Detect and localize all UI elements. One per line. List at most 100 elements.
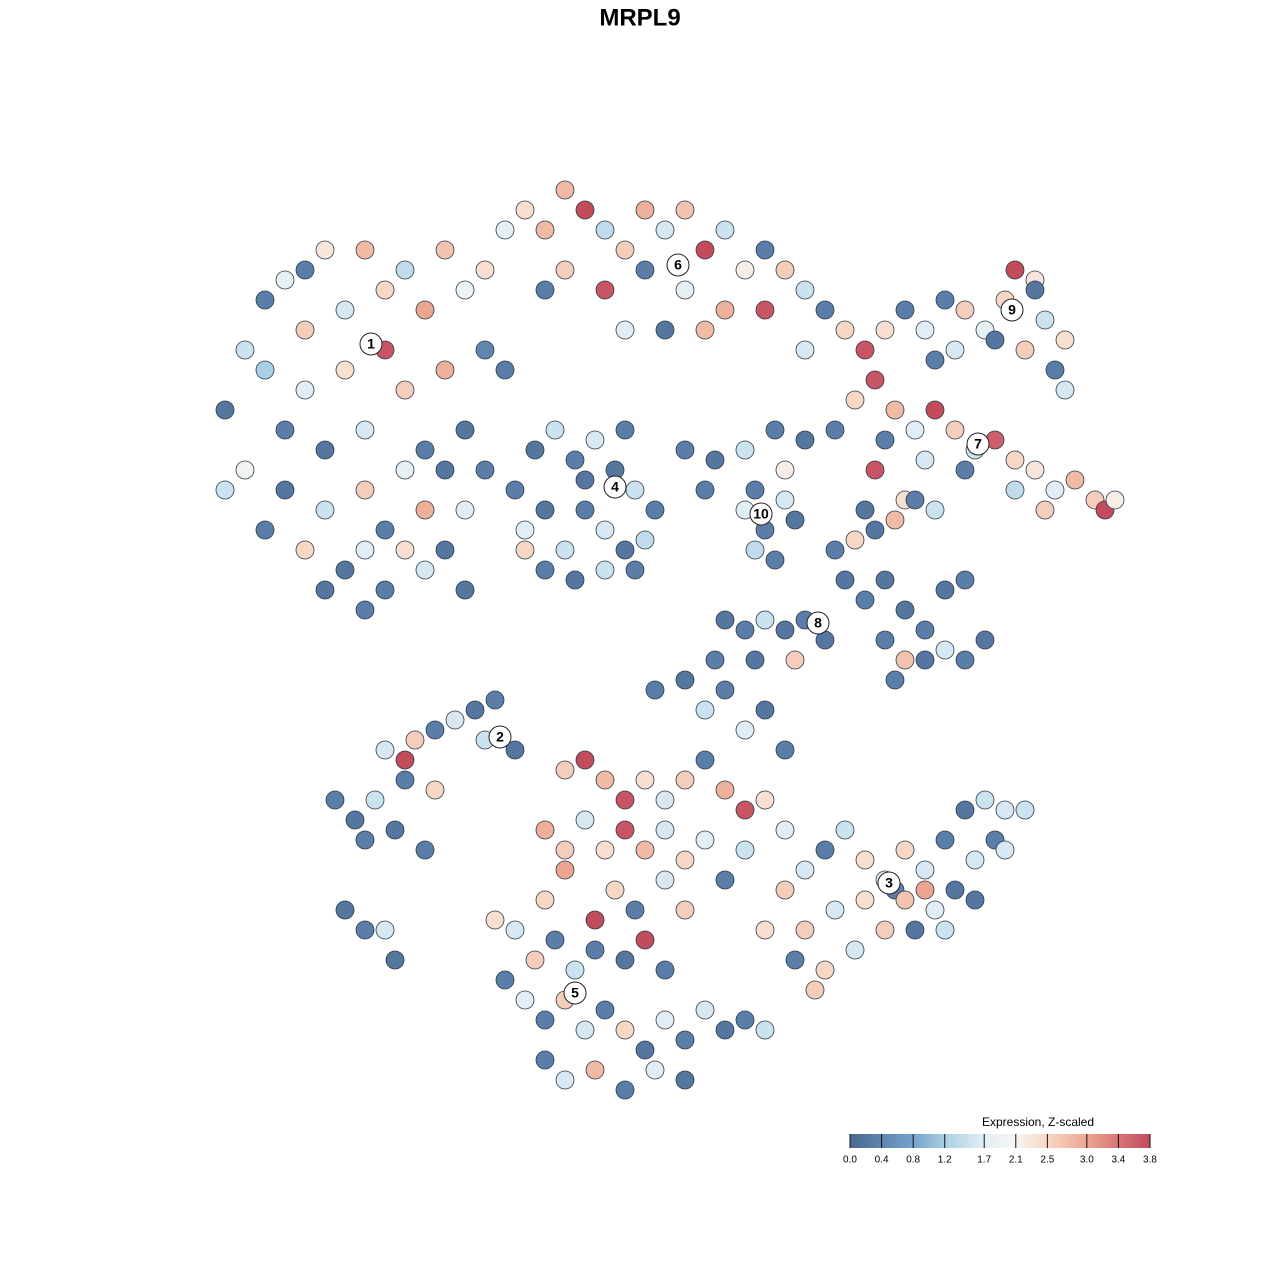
colorbar-tick-label: 2.1 [1009,1155,1023,1166]
point [905,920,925,940]
point [535,1010,555,1030]
cluster-label-badge [563,981,587,1005]
point [755,1020,775,1040]
point [795,920,815,940]
point [855,590,875,610]
point [415,840,435,860]
point [1005,450,1025,470]
point [395,460,415,480]
point [695,700,715,720]
point [595,560,615,580]
point [315,440,335,460]
colorbar: Expression, Z-scaled 0.0 0.4 0.8 1.2 1.7 2.1 2.… [843,1115,1157,1165]
point [735,800,755,820]
point [775,820,795,840]
point [495,360,515,380]
point [735,260,755,280]
colorbar-tick-label: 3.4 [1111,1155,1125,1166]
point [565,450,585,470]
point [475,340,495,360]
point [645,680,665,700]
point [1065,470,1085,490]
point [615,820,635,840]
point [735,1010,755,1030]
point [785,650,805,670]
point [815,300,835,320]
point [675,1030,695,1050]
point [615,790,635,810]
point [625,900,645,920]
point [615,320,635,340]
point [355,540,375,560]
point [845,390,865,410]
point [955,460,975,480]
cluster-label-badge [359,332,383,356]
point [275,270,295,290]
point [815,960,835,980]
point [655,790,675,810]
point [375,520,395,540]
point [715,610,735,630]
point [755,920,775,940]
point [775,260,795,280]
point [875,630,895,650]
point [905,420,925,440]
point [525,440,545,460]
cluster-label: 10 [753,506,769,522]
point [1005,260,1025,280]
point [215,480,235,500]
colorbar-tick-label: 2.5 [1040,1155,1054,1166]
cluster-label-badge [877,871,901,895]
point [315,500,335,520]
point [415,440,435,460]
colorbar-tick-label: 1.2 [938,1155,952,1166]
point [415,560,435,580]
point [775,490,795,510]
point [695,750,715,770]
point [565,960,585,980]
point [235,340,255,360]
cluster-labels: 1 2 3 4 5 6 7 8 9 10 [359,253,1024,1005]
point [355,920,375,940]
point [355,480,375,500]
point [635,930,655,950]
point [355,830,375,850]
cluster-label: 4 [611,479,619,495]
point [485,910,505,930]
point [795,430,815,450]
point [585,1060,605,1080]
point [335,360,355,380]
point [715,1020,735,1040]
point [425,780,445,800]
point [545,930,565,950]
point [395,770,415,790]
point [695,1000,715,1020]
point [515,540,535,560]
point [555,860,575,880]
point [645,500,665,520]
point [465,700,485,720]
point [705,450,725,470]
point [735,620,755,640]
point [915,450,935,470]
point [915,650,935,670]
point [535,280,555,300]
point [595,280,615,300]
point [505,480,525,500]
point [595,840,615,860]
point [965,890,985,910]
point [585,910,605,930]
point [955,650,975,670]
point [925,900,945,920]
point [975,790,995,810]
point [375,920,395,940]
point [535,1050,555,1070]
point [975,630,995,650]
point [605,880,625,900]
cluster-label-badge [966,432,990,456]
point [905,490,925,510]
point [895,840,915,860]
point [435,240,455,260]
point [795,280,815,300]
point [295,380,315,400]
